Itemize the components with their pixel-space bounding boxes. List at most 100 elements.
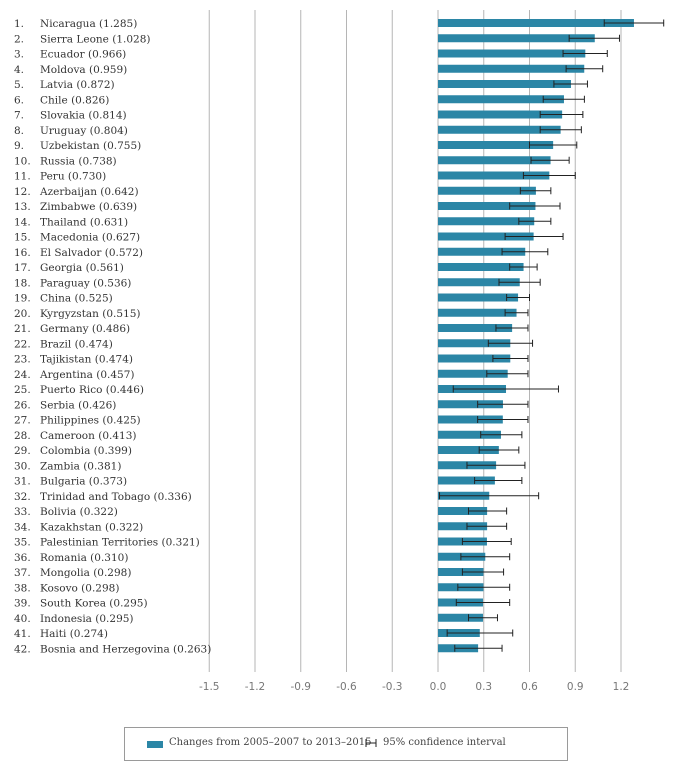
x-tick-label: 1.2 bbox=[613, 681, 630, 693]
rank-label: 25. bbox=[14, 384, 31, 396]
rank-label: 40. bbox=[14, 613, 31, 625]
rank-label: 16. bbox=[14, 247, 31, 259]
rank-label: 36. bbox=[14, 552, 31, 564]
rank-label: 21. bbox=[14, 323, 31, 335]
category-label: Kyrgyzstan (0.515) bbox=[40, 308, 141, 320]
category-label: Philippines (0.425) bbox=[40, 415, 141, 427]
rank-label: 33. bbox=[14, 506, 31, 518]
x-tick-label: 0.0 bbox=[430, 681, 447, 693]
category-label: Azerbaijan (0.642) bbox=[39, 186, 139, 198]
bar bbox=[438, 202, 536, 210]
rank-label: 28. bbox=[14, 430, 31, 442]
bar bbox=[438, 64, 585, 73]
bar bbox=[438, 125, 561, 134]
bar bbox=[438, 568, 484, 576]
category-label: Slovakia (0.814) bbox=[40, 110, 127, 122]
rank-label: 5. bbox=[14, 79, 24, 91]
category-label: Haiti (0.274) bbox=[40, 628, 108, 640]
category-label: Uruguay (0.804) bbox=[40, 125, 128, 137]
category-label: Serbia (0.426) bbox=[40, 399, 116, 411]
bar bbox=[438, 95, 564, 104]
category-label: Nicaragua (1.285) bbox=[40, 18, 137, 30]
rank-label: 9. bbox=[14, 140, 24, 152]
bar bbox=[438, 507, 488, 515]
category-label: Kazakhstan (0.322) bbox=[40, 521, 143, 533]
category-label: Tajikistan (0.474) bbox=[40, 354, 133, 366]
category-label: Romania (0.310) bbox=[40, 552, 128, 564]
rank-label: 3. bbox=[14, 49, 24, 61]
bar bbox=[438, 430, 501, 439]
bar bbox=[438, 156, 551, 165]
bar bbox=[438, 354, 511, 363]
rank-label: 42. bbox=[14, 643, 31, 655]
rank-label: 7. bbox=[14, 110, 24, 122]
bar bbox=[438, 263, 524, 271]
category-label: El Salvador (0.572) bbox=[40, 247, 143, 259]
category-label: Georgia (0.561) bbox=[40, 262, 124, 274]
category-label: Trinidad and Tobago (0.336) bbox=[40, 491, 192, 503]
rank-label: 6. bbox=[14, 94, 24, 106]
bar bbox=[438, 217, 535, 226]
category-label: Paraguay (0.536) bbox=[40, 277, 131, 289]
rank-label: 38. bbox=[14, 582, 31, 594]
rank-label: 20. bbox=[14, 308, 31, 320]
rank-label: 31. bbox=[14, 476, 31, 488]
rank-label: 32. bbox=[14, 491, 31, 503]
rank-label: 14. bbox=[14, 216, 31, 228]
rank-label: 1. bbox=[14, 18, 24, 30]
category-label: Puerto Rico (0.446) bbox=[40, 384, 144, 396]
category-label: Indonesia (0.295) bbox=[40, 613, 134, 625]
legend-swatch-bars bbox=[147, 741, 163, 748]
bar bbox=[438, 80, 571, 88]
rank-label: 18. bbox=[14, 277, 31, 289]
bar bbox=[438, 369, 508, 378]
rank-label: 4. bbox=[14, 64, 24, 76]
bar bbox=[438, 522, 488, 531]
category-label: Sierra Leone (1.028) bbox=[40, 33, 150, 45]
category-label: Zimbabwe (0.639) bbox=[40, 201, 137, 213]
bar bbox=[438, 34, 595, 43]
bar bbox=[438, 415, 503, 424]
category-label: Peru (0.730) bbox=[40, 171, 106, 183]
x-tick-label: -1.5 bbox=[199, 681, 220, 693]
bar bbox=[438, 293, 519, 302]
bar bbox=[438, 446, 499, 454]
x-tick-label: 0.6 bbox=[521, 681, 538, 693]
bar bbox=[438, 613, 483, 622]
bar bbox=[438, 278, 520, 287]
bar bbox=[438, 141, 554, 149]
rank-label: 37. bbox=[14, 567, 31, 579]
category-label: Argentina (0.457) bbox=[39, 369, 135, 381]
category-label: Chile (0.826) bbox=[40, 94, 109, 106]
category-label: Russia (0.738) bbox=[40, 155, 117, 167]
x-tick-label: -0.9 bbox=[291, 681, 312, 693]
category-label: Brazil (0.474) bbox=[40, 338, 113, 350]
rank-label: 15. bbox=[14, 232, 31, 244]
rank-label: 8. bbox=[14, 125, 24, 137]
rank-label: 13. bbox=[14, 201, 31, 213]
category-label: Kosovo (0.298) bbox=[40, 582, 119, 594]
category-label: Palestinian Territories (0.321) bbox=[40, 537, 200, 549]
x-tick-label: 0.9 bbox=[567, 681, 584, 693]
category-label: China (0.525) bbox=[40, 293, 113, 305]
rank-label: 2. bbox=[14, 33, 24, 45]
rank-label: 24. bbox=[14, 369, 31, 381]
rank-label: 19. bbox=[14, 293, 31, 305]
rank-label: 22. bbox=[14, 338, 31, 350]
bar bbox=[438, 110, 563, 119]
legend: Changes from 2005–2007 to 2013–2015 95% … bbox=[124, 727, 568, 761]
legend-label-bars: Changes from 2005–2007 to 2013–2015 bbox=[169, 737, 372, 748]
category-label: Mongolia (0.298) bbox=[40, 567, 131, 579]
x-tick-label: -0.6 bbox=[336, 681, 357, 693]
category-label: Zambia (0.381) bbox=[40, 460, 121, 472]
bar bbox=[438, 247, 526, 256]
category-label: Bolivia (0.322) bbox=[40, 506, 118, 518]
category-label: Moldova (0.959) bbox=[40, 64, 127, 76]
rank-label: 11. bbox=[14, 171, 31, 183]
category-label: Cameroon (0.413) bbox=[40, 430, 136, 442]
bar bbox=[438, 324, 513, 332]
category-label: Latvia (0.872) bbox=[40, 79, 115, 91]
rank-label: 34. bbox=[14, 521, 31, 533]
category-label: South Korea (0.295) bbox=[40, 598, 148, 610]
